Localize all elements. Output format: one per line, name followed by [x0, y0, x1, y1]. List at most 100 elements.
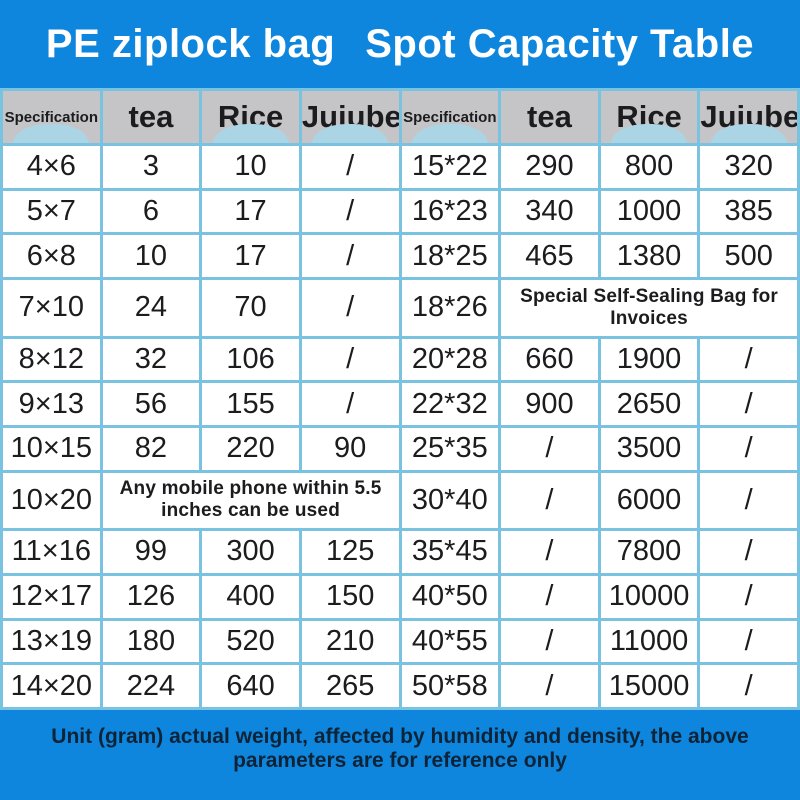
footer-note-text: Unit (gram) actual weight, affected by h…	[51, 725, 749, 772]
value-cell: /	[298, 335, 402, 384]
value-cell: 11000	[597, 617, 701, 666]
table-row: 13×19 180 520 210 40*55/11000/	[0, 617, 800, 666]
value-cell: 340	[498, 187, 601, 236]
value-cell: 385	[697, 187, 800, 236]
title-subject: Spot Capacity Table	[365, 21, 755, 66]
spec-cell: 20*28	[398, 335, 502, 384]
value-cell: 400	[199, 572, 302, 621]
footer-note: Unit (gram) actual weight, affected by h…	[0, 710, 800, 800]
value-cell: /	[697, 572, 800, 621]
value-cell: 82	[99, 424, 203, 473]
value-cell: /	[498, 469, 601, 532]
value-cell: /	[498, 662, 601, 710]
value-cell: 150	[298, 572, 402, 621]
value-cell: /	[498, 572, 601, 621]
value-cell: /	[697, 662, 800, 710]
table-row: 12×17 126 400 150 40*50/10000/	[0, 572, 800, 621]
spec-cell: 4×6	[0, 143, 103, 191]
header-cell-specification-left: Specification	[0, 88, 103, 146]
table-row: 14×20 224 640 265 50*58/15000/	[0, 662, 800, 710]
table-row: 10×20 Any mobile phone within 5.5 inches …	[0, 469, 800, 532]
table-row: 5×7 6 17/16*23 340 1000 385	[0, 187, 800, 236]
spec-cell: 15*22	[398, 143, 502, 191]
value-cell: 1900	[597, 335, 701, 384]
table-row: 10×15 82 220 90 25*35/3500/	[0, 424, 800, 473]
spec-cell: 5×7	[0, 187, 103, 236]
spec-cell: 9×13	[0, 380, 103, 428]
value-cell: 10000	[597, 572, 701, 621]
value-cell: 6	[99, 187, 203, 236]
value-cell: 640	[199, 662, 302, 710]
value-cell: 126	[99, 572, 203, 621]
value-cell: 800	[597, 143, 701, 191]
value-cell: 17	[199, 187, 302, 236]
value-cell: 520	[199, 617, 302, 666]
header-row: Specification tea Rice Jujube Specification t…	[0, 88, 800, 146]
table-row: 9×13 56 155/22*32 900 2650/	[0, 380, 800, 428]
header-cell-rice-right: Rice	[597, 88, 701, 146]
value-cell: 155	[199, 380, 302, 428]
value-cell: 3500	[597, 424, 701, 473]
spec-cell: 16*23	[398, 187, 502, 236]
merged-note-cell: Any mobile phone within 5.5 inches can b…	[99, 469, 402, 532]
value-cell: 7800	[597, 528, 701, 576]
value-cell: /	[697, 424, 800, 473]
value-cell: /	[298, 380, 402, 428]
header-cell-tea-left: tea	[99, 88, 203, 146]
title-product-name: PE ziplock bag	[45, 21, 336, 66]
value-cell: 290	[498, 143, 601, 191]
value-cell: /	[298, 187, 402, 236]
value-cell: 180	[99, 617, 203, 666]
value-cell: 10	[199, 143, 302, 191]
value-cell: 1380	[597, 232, 701, 281]
table-row: 8×12 32 106/20*28 660 1900/	[0, 335, 800, 384]
value-cell: 1000	[597, 187, 701, 236]
spec-cell: 14×20	[0, 662, 103, 710]
value-cell: 125	[298, 528, 402, 576]
spec-cell: 13×19	[0, 617, 103, 666]
spec-cell: 40*55	[398, 617, 502, 666]
value-cell: 320	[697, 143, 800, 191]
value-cell: 900	[498, 380, 601, 428]
header-cell-specification-right: Specification	[398, 88, 502, 146]
value-cell: /	[298, 232, 402, 281]
value-cell: /	[697, 469, 800, 532]
value-cell: 56	[99, 380, 203, 428]
value-cell: 465	[498, 232, 601, 281]
table-row: 6×8 10 17/18*25 465 1380 500	[0, 232, 800, 281]
table-row: 4×6 3 10/15*22 290 800 320	[0, 143, 800, 191]
value-cell: /	[498, 528, 601, 576]
table-row: 7×10 24 70/18*26 Special Self-Sealing Bag f…	[0, 277, 800, 339]
value-cell: 32	[99, 335, 203, 384]
spec-cell: 10×15	[0, 424, 103, 473]
spec-cell: 10×20	[0, 469, 103, 532]
header-cell-jujube-left: Jujube	[298, 88, 402, 146]
merged-note-cell: Special Self-Sealing Bag for Invoices	[498, 277, 800, 339]
value-cell: /	[298, 277, 402, 339]
value-cell: 17	[199, 232, 302, 281]
spec-cell: 35*45	[398, 528, 502, 576]
table-header: Specification tea Rice Jujube Specification t…	[0, 88, 800, 146]
spec-cell: 6000	[597, 469, 701, 532]
value-cell: /	[298, 143, 402, 191]
value-cell: /	[498, 617, 601, 666]
spec-cell: 18*26	[398, 277, 502, 339]
value-cell: /	[697, 617, 800, 666]
value-cell: 3	[99, 143, 203, 191]
spec-cell: 11×16	[0, 528, 103, 576]
value-cell: 500	[697, 232, 800, 281]
spec-cell: 25*35	[398, 424, 502, 473]
value-cell: 99	[99, 528, 203, 576]
spec-cell: 8×12	[0, 335, 103, 384]
capacity-table-wrap: Specification tea Rice Jujube Specification t…	[0, 88, 800, 710]
value-cell: 70	[199, 277, 302, 339]
header-cell-rice-left: Rice	[199, 88, 302, 146]
spec-cell: 7×10	[0, 277, 103, 339]
table-row: 11×16 99 300 125 35*45/7800/	[0, 528, 800, 576]
value-cell: 210	[298, 617, 402, 666]
value-cell: 106	[199, 335, 302, 384]
page-title: PE ziplock bag Spot Capacity Table	[0, 0, 800, 88]
value-cell: 10	[99, 232, 203, 281]
value-cell: /	[498, 424, 601, 473]
